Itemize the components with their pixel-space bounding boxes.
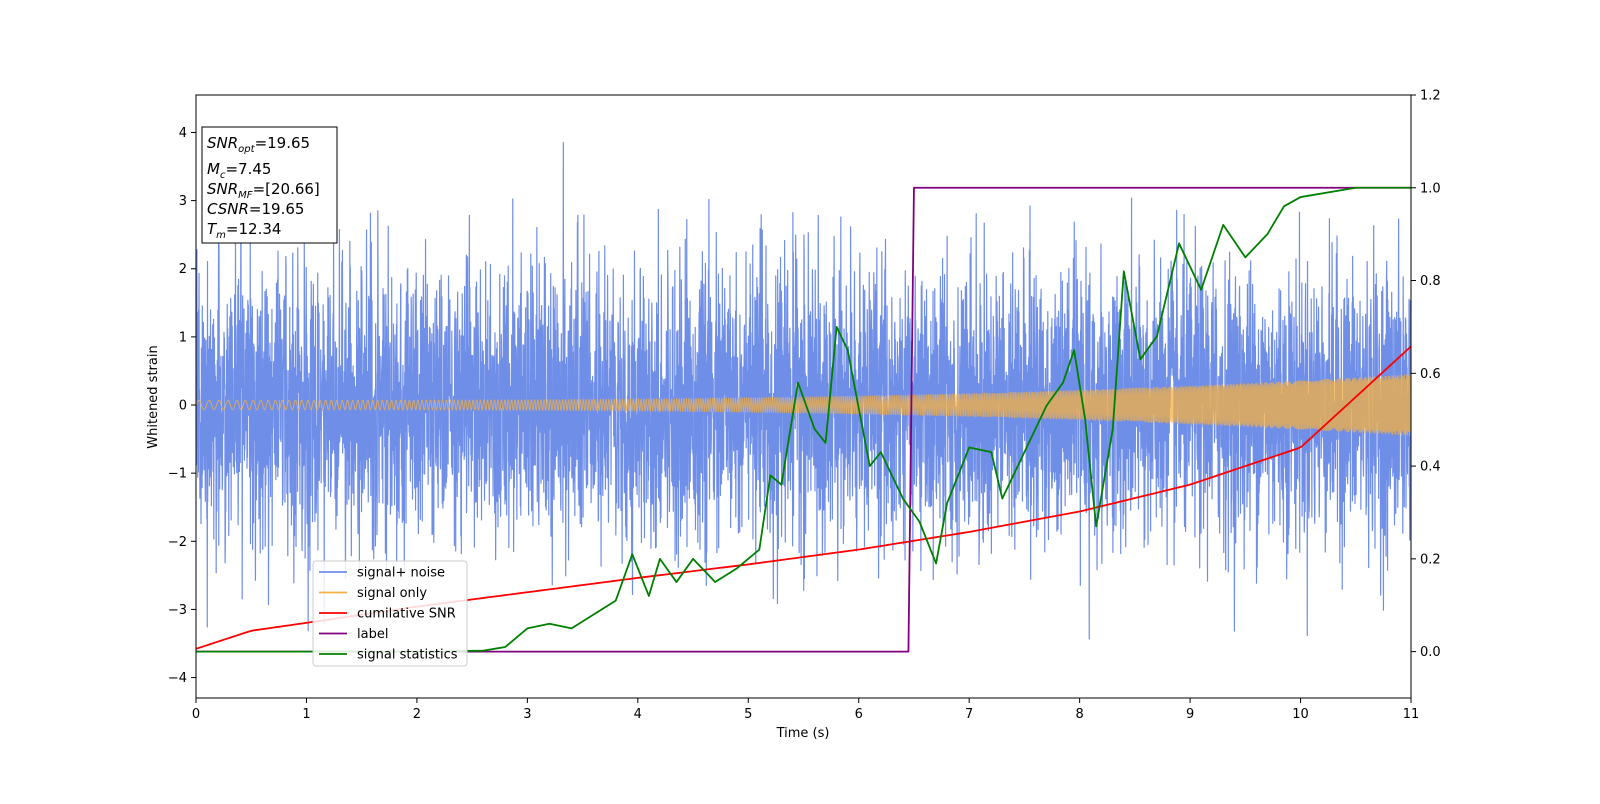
y-left-tick-label: 0 [179, 399, 187, 414]
series-line-4 [196, 186, 1411, 653]
y-left-tick-label: 2 [179, 262, 187, 277]
info-symbol: CSNR [207, 200, 249, 218]
info-line: CSNR=19.65 [207, 200, 304, 218]
info-line: Tm=12.34 [207, 220, 281, 241]
legend-label: signal+ noise [357, 566, 445, 581]
info-symbol: SNR [207, 180, 238, 198]
x-tick-label: 11 [1403, 707, 1420, 722]
legend-label: signal statistics [357, 648, 458, 663]
y-left-tick-label: −3 [168, 603, 187, 618]
y-left-tick-label: 1 [179, 330, 187, 345]
info-subscript: MF [238, 190, 253, 201]
y-right-tick-label: 1.0 [1420, 181, 1441, 196]
x-tick-label: 3 [523, 707, 531, 722]
info-symbol: T [207, 220, 218, 238]
y-right-tick-label: 0.0 [1420, 645, 1441, 660]
x-tick-label: 7 [965, 707, 973, 722]
info-value: =7.45 [225, 160, 271, 178]
y-axis-right: 1.2 1.0 0.8 0.6 0.4 0.2 0.0 [1411, 89, 1441, 660]
info-line: SNRMF=[20.66] [207, 180, 320, 201]
y-right-tick-label: 0.2 [1420, 552, 1441, 567]
y-axis-label: Whitened strain [146, 345, 161, 448]
legend: signal+ noise signal only cumilative SNR la… [312, 560, 468, 667]
info-symbol: SNR [207, 134, 238, 152]
x-tick-label: 2 [413, 707, 421, 722]
y-right-tick-label: 0.4 [1420, 460, 1441, 475]
info-box-frame [201, 126, 338, 244]
x-axis-label: Time (s) [776, 726, 830, 741]
info-box: SNRopt=19.65Mc=7.45SNRMF=[20.66]CSNR=19.… [201, 126, 338, 244]
x-tick-label: 5 [744, 707, 752, 722]
info-symbol: M [207, 160, 220, 178]
info-value: =19.65 [255, 134, 311, 152]
x-tick-label: 8 [1075, 707, 1083, 722]
x-tick-label: 10 [1292, 707, 1309, 722]
series-line-0 [196, 141, 1411, 640]
y-left-tick-label: 4 [179, 126, 187, 141]
info-value: =12.34 [226, 220, 282, 238]
x-tick-label: 0 [192, 707, 200, 722]
y-right-tick-label: 0.6 [1420, 367, 1441, 382]
y-right-tick-label: 1.2 [1420, 89, 1441, 104]
info-value: =[20.66] [253, 180, 320, 198]
info-line: Mc=7.45 [207, 160, 271, 181]
legend-frame [312, 560, 468, 667]
series-line-1 [196, 374, 1411, 437]
info-subscript: c [220, 170, 226, 181]
info-subscript: opt [238, 144, 255, 155]
x-tick-label: 6 [855, 707, 863, 722]
info-value: =19.65 [249, 200, 305, 218]
x-tick-label: 9 [1186, 707, 1194, 722]
plot-frame [195, 94, 1412, 699]
legend-label: signal only [357, 586, 427, 601]
legend-label: label [357, 627, 388, 642]
y-right-tick-label: 0.8 [1420, 274, 1441, 289]
info-line: SNRopt=19.65 [207, 134, 310, 155]
y-axis-left: 4 3 2 1 0 −1 −2 −3 −4 [168, 126, 196, 686]
y-left-tick-label: −1 [168, 467, 187, 482]
x-axis: 0 1 2 3 4 5 6 7 8 9 10 11 [192, 698, 1419, 722]
y-left-tick-label: −2 [168, 535, 187, 550]
x-tick-label: 1 [302, 707, 310, 722]
series-line-3 [196, 186, 1411, 653]
y-left-tick-label: −4 [168, 671, 187, 686]
legend-label: cumilative SNR [357, 607, 456, 622]
info-subscript: m [216, 230, 226, 241]
x-tick-label: 4 [634, 707, 642, 722]
y-left-tick-label: 3 [179, 194, 187, 209]
